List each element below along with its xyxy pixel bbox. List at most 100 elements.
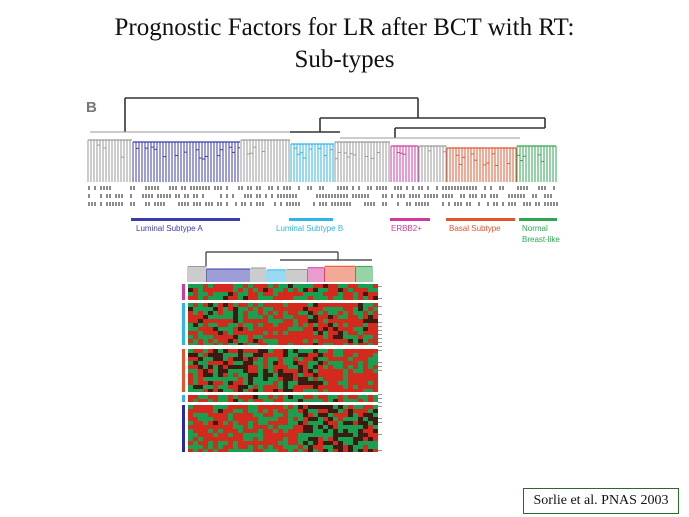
sample-label-mark xyxy=(184,194,186,198)
heatmap-cell xyxy=(213,417,218,421)
heatmap-cell xyxy=(263,449,268,452)
heatmap-cell xyxy=(298,417,303,421)
heatmap-cell xyxy=(278,307,283,311)
heatmap-cell xyxy=(283,292,288,296)
heatmap-cell xyxy=(333,405,338,409)
heatmap-cell xyxy=(198,421,203,425)
heatmap-cell xyxy=(263,437,268,441)
sample-label-mark xyxy=(106,186,108,190)
heatmap-cell xyxy=(258,377,263,381)
heatmap-cell xyxy=(318,349,323,353)
heatmap-cell xyxy=(203,353,208,357)
heatmap-cell xyxy=(363,449,368,452)
heatmap-cell xyxy=(298,381,303,385)
heatmap-cell xyxy=(313,429,318,433)
heatmap-cell xyxy=(338,343,343,345)
heatmap-cell xyxy=(348,449,353,452)
sample-label-mark xyxy=(142,194,144,198)
heatmap-cell xyxy=(223,323,228,327)
sample-label-mark xyxy=(133,202,135,206)
heatmap-cell xyxy=(193,417,198,421)
heatmap-cell xyxy=(363,349,368,353)
gene-label-mark xyxy=(378,450,382,451)
sample-label-mark xyxy=(550,194,552,198)
heatmap-cell xyxy=(353,315,358,319)
heatmap-cell xyxy=(243,437,248,441)
heatmap-cell xyxy=(278,425,283,429)
heatmap-cell xyxy=(223,327,228,331)
heatmap-cell xyxy=(248,405,253,409)
heatmap-cell xyxy=(268,327,273,331)
heatmap-cell xyxy=(208,437,213,441)
heatmap-cell xyxy=(288,417,293,421)
heatmap-cell xyxy=(283,303,288,307)
heatmap-cell xyxy=(293,343,298,345)
heatmap-cell xyxy=(303,315,308,319)
heatmap-cell xyxy=(258,357,263,361)
sample-label-mark xyxy=(220,194,222,198)
heatmap-cell xyxy=(273,327,278,331)
heatmap-cell xyxy=(203,296,208,300)
heatmap-cell xyxy=(213,413,218,417)
heatmap-cell xyxy=(348,399,353,402)
heatmap-cell xyxy=(288,445,293,449)
heatmap-cell xyxy=(238,327,243,331)
heatmap-cell xyxy=(223,421,228,425)
heatmap-cell xyxy=(193,343,198,345)
heatmap-cell xyxy=(368,311,373,315)
heatmap-cell xyxy=(258,441,263,445)
sample-label-mark xyxy=(340,186,342,190)
sample-label-mark xyxy=(469,186,471,190)
heatmap-cell xyxy=(263,327,268,331)
heatmap-cell xyxy=(323,369,328,373)
heatmap-cell xyxy=(228,409,233,413)
sample-label-mark xyxy=(364,194,366,198)
heatmap-cell xyxy=(328,429,333,433)
heatmap-cell xyxy=(328,353,333,357)
heatmap-cell xyxy=(218,421,223,425)
heatmap-cell xyxy=(233,292,238,296)
heatmap-cell xyxy=(298,327,303,331)
subtype-label-luminal-a: Luminal Subtype A xyxy=(136,224,203,233)
heatmap-cell xyxy=(293,335,298,339)
heatmap-cell xyxy=(298,319,303,323)
heatmap-cell xyxy=(213,288,218,292)
heatmap-cell xyxy=(278,353,283,357)
heatmap-cell xyxy=(323,417,328,421)
heatmap-cell xyxy=(363,385,368,389)
sample-label-mark xyxy=(340,202,342,206)
heatmap-cell xyxy=(373,315,378,319)
sample-label-mark xyxy=(424,194,426,198)
heatmap-cell xyxy=(363,292,368,296)
heatmap-cell xyxy=(338,395,343,399)
sample-label-mark xyxy=(145,194,147,198)
heatmap-cell xyxy=(273,381,278,385)
heatmap-cell xyxy=(223,381,228,385)
sample-label-mark xyxy=(280,202,282,206)
heatmap-cell xyxy=(303,377,308,381)
sample-label-mark xyxy=(130,202,132,206)
heatmap-cell xyxy=(223,417,228,421)
heatmap-cell xyxy=(323,335,328,339)
heatmap-cell xyxy=(338,381,343,385)
heatmap-cell xyxy=(333,429,338,433)
sample-label-mark xyxy=(358,194,360,198)
heatmap-cell xyxy=(278,417,283,421)
heatmap-cell xyxy=(363,417,368,421)
heatmap-cell xyxy=(233,357,238,361)
heatmap-cell xyxy=(328,377,333,381)
heatmap-cell xyxy=(298,315,303,319)
heatmap-cell xyxy=(308,385,313,389)
heatmap-cell xyxy=(328,421,333,425)
heatmap-cell xyxy=(288,284,293,288)
heatmap-cell xyxy=(238,373,243,377)
heatmap-cell xyxy=(193,389,198,392)
heatmap-cell xyxy=(318,373,323,377)
heatmap-cell xyxy=(208,385,213,389)
heatmap-cell xyxy=(353,433,358,437)
heatmap-cell xyxy=(313,425,318,429)
heatmap-cell xyxy=(213,335,218,339)
heatmap-cell xyxy=(293,315,298,319)
heatmap-cell xyxy=(273,377,278,381)
heatmap-cell xyxy=(353,425,358,429)
